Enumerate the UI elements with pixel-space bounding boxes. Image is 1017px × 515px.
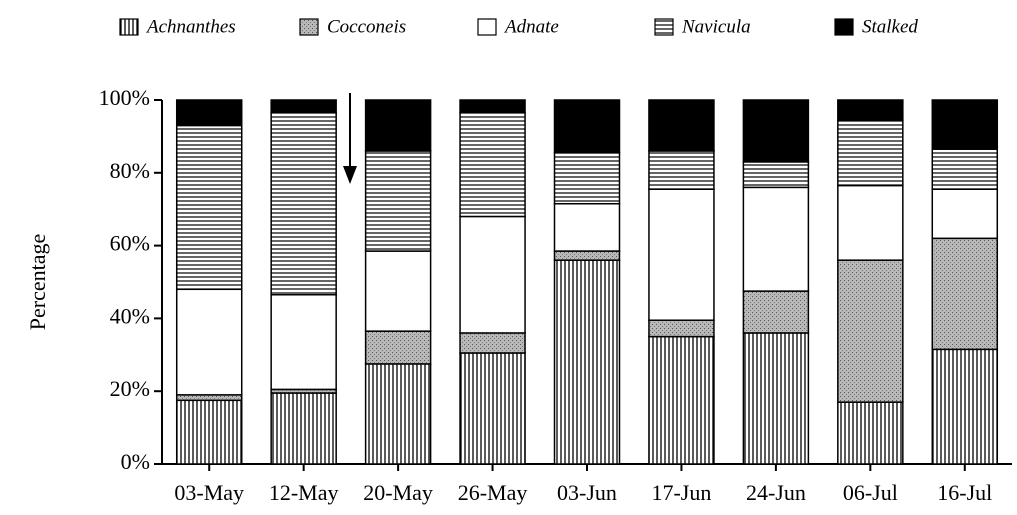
x-tick-label: 03-Jun: [557, 480, 617, 505]
y-axis-label: Percentage: [25, 234, 50, 331]
x-tick-label: 03-May: [174, 480, 244, 505]
bar-segment: [648, 99, 715, 152]
bar-segment: [742, 161, 810, 189]
bar-segment: [931, 348, 999, 465]
bar-segment: [648, 150, 715, 190]
bar-segment: [364, 250, 432, 332]
legend-label: Achnanthes: [145, 16, 236, 37]
legend-swatch: [834, 18, 854, 36]
bar-segment: [553, 202, 621, 252]
x-tick-label: 26-May: [458, 480, 528, 505]
legend-swatch: [299, 18, 319, 36]
bar-segment: [270, 99, 337, 114]
bar-segment: [175, 124, 243, 291]
legend-label: Navicula: [681, 16, 751, 37]
y-tick-label: 80%: [110, 158, 150, 183]
bar-segment: [931, 188, 999, 240]
bar-segment: [364, 150, 432, 252]
bar-segment: [837, 119, 904, 187]
x-tick-label: 12-May: [269, 480, 339, 505]
y-tick-label: 60%: [110, 231, 150, 256]
bar-segment: [459, 111, 526, 218]
bar-segment: [648, 319, 715, 338]
bar-segment: [648, 188, 715, 321]
bar-segment: [270, 293, 337, 391]
bar-segment: [175, 99, 243, 127]
bar-segment: [742, 290, 810, 334]
y-tick-label: 40%: [110, 303, 150, 328]
bar-segment: [459, 352, 526, 465]
legend-label: Cocconeis: [327, 16, 406, 37]
bar-segment: [364, 330, 432, 365]
legend-label: Adnate: [503, 16, 559, 37]
x-tick-label: 17-Jun: [651, 480, 711, 505]
bar-segment: [837, 259, 904, 403]
bar-segment: [931, 237, 999, 351]
bar-segment: [837, 401, 904, 465]
annotation-arrowhead: [343, 166, 357, 184]
bar-segment: [459, 99, 526, 114]
bar-segment: [742, 186, 810, 292]
bar-segment: [175, 394, 243, 402]
bar-segment: [742, 332, 810, 465]
bar-segment: [837, 184, 904, 261]
bar-segment: [553, 250, 621, 261]
bar-segment: [459, 215, 526, 334]
x-tick-label: 06-Jul: [843, 480, 898, 505]
bar-segment: [364, 99, 432, 152]
y-tick-label: 100%: [99, 85, 150, 110]
x-tick-label: 20-May: [363, 480, 433, 505]
bar-segment: [459, 332, 526, 354]
bar-segment: [364, 363, 432, 465]
x-tick-label: 16-Jul: [937, 480, 992, 505]
bar-segment: [742, 99, 810, 163]
bar-segment: [931, 99, 999, 150]
y-tick-label: 0%: [121, 449, 150, 474]
y-tick-label: 20%: [110, 376, 150, 401]
bar-segment: [553, 259, 621, 465]
bar-segment: [648, 335, 715, 465]
legend-swatch: [119, 18, 139, 36]
legend-swatch: [477, 18, 497, 36]
bar-segment: [931, 148, 999, 190]
bar-segment: [270, 111, 337, 296]
bar-segment: [553, 99, 621, 154]
legend-label: Stalked: [862, 16, 918, 37]
bar-segment: [270, 392, 337, 465]
legend-swatch: [654, 18, 674, 36]
bar-segment: [175, 288, 243, 396]
bar-segment: [837, 99, 904, 121]
bar-segment: [175, 399, 243, 465]
x-tick-label: 24-Jun: [746, 480, 806, 505]
bar-segment: [553, 152, 621, 205]
